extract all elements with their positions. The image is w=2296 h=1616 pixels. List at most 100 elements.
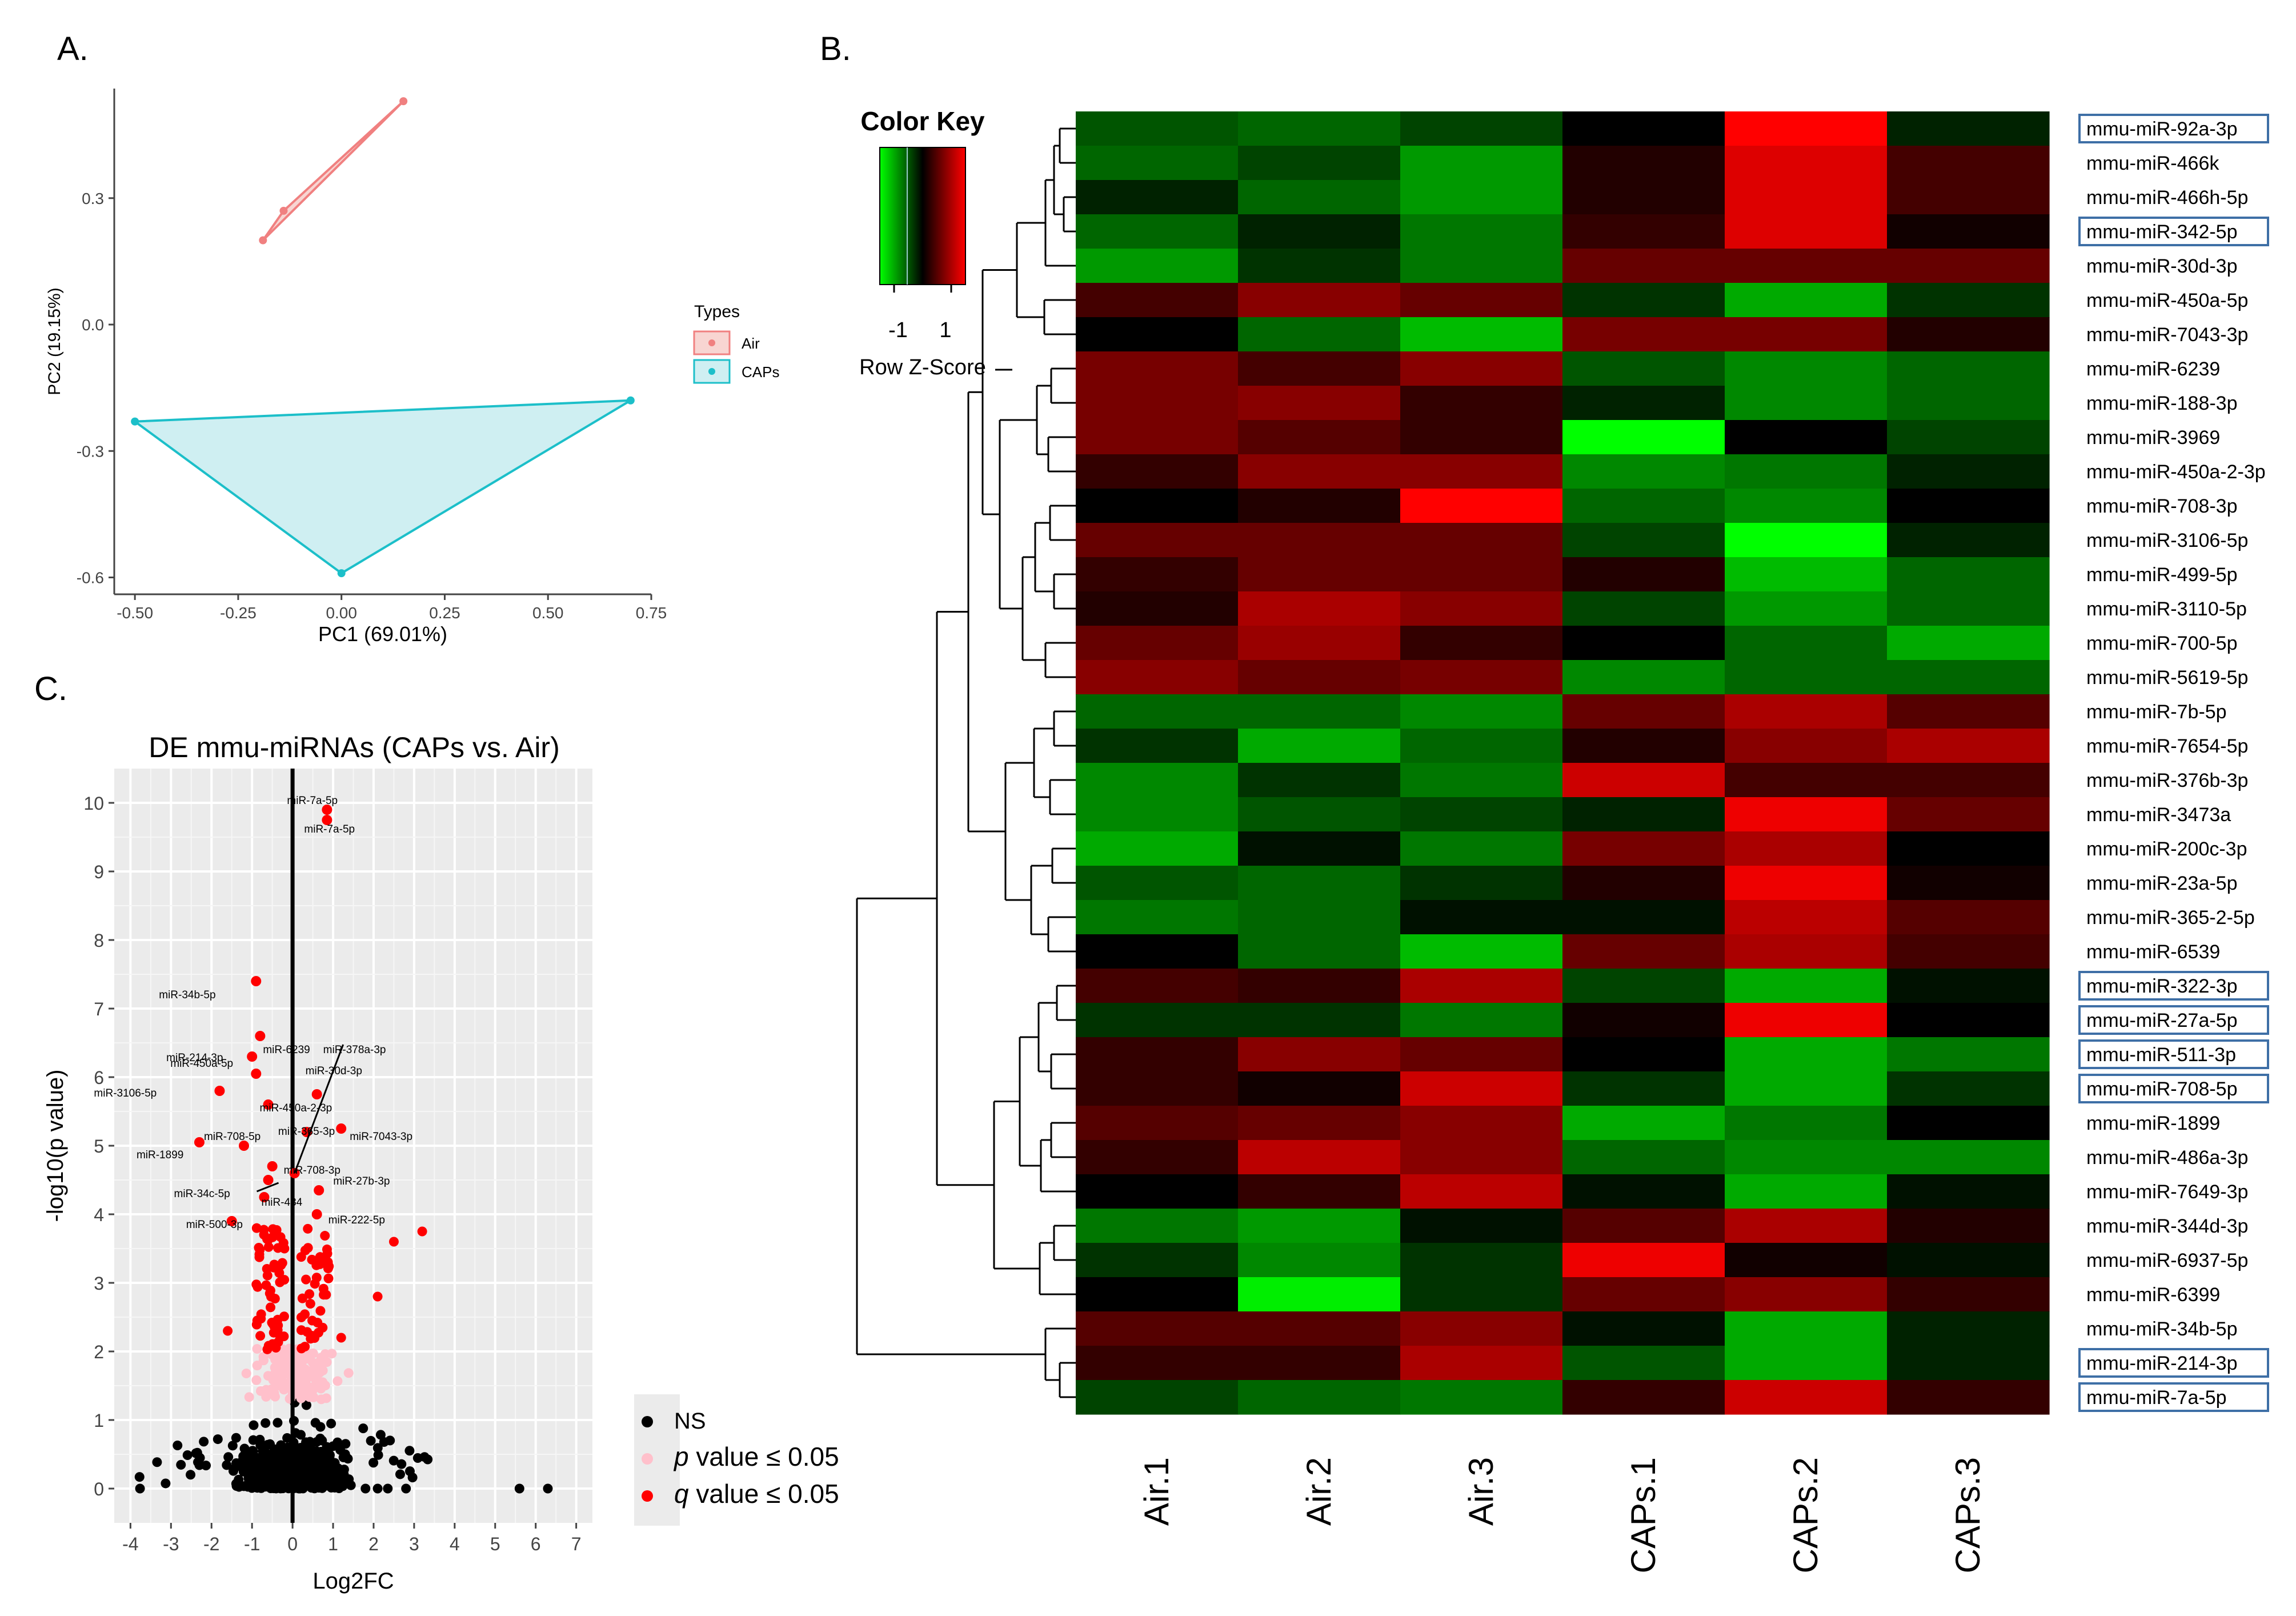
heatmap-cell	[1887, 1209, 2050, 1243]
pca-x-tick-label: 0.75	[636, 604, 667, 622]
heatmap-cell	[1238, 454, 1401, 489]
pca-legend-label: CAPs	[742, 363, 779, 381]
heatmap-cell	[1400, 386, 1563, 421]
heatmap-cell	[1076, 1311, 1239, 1346]
volcano-x-tick-label: -1	[244, 1534, 260, 1554]
volcano-point-ns	[395, 1469, 405, 1479]
heatmap-cell	[1887, 351, 2050, 386]
heatmap-cell	[1400, 249, 1563, 283]
heatmap-column-label: CAPs.1	[1624, 1457, 1662, 1573]
heatmap-cell	[1076, 146, 1239, 181]
heatmap-cell	[1725, 591, 1888, 626]
heatmap-row-label: mmu-miR-6399	[2086, 1284, 2220, 1306]
heatmap-cell	[1725, 283, 1888, 318]
volcano-point-ns	[261, 1418, 271, 1428]
heatmap-cell	[1887, 1106, 2050, 1141]
volcano-point-label: miR-708-3p	[284, 1165, 340, 1177]
volcano-point-labeled	[194, 1137, 205, 1147]
legend-q-italic: q	[674, 1479, 689, 1509]
heatmap-row-label: mmu-miR-3969	[2086, 427, 2220, 449]
volcano-point-label: miR-500-3p	[186, 1219, 243, 1231]
heatmap-cell	[1238, 557, 1401, 592]
volcano-point-p	[252, 1344, 262, 1354]
heatmap-cell	[1887, 694, 2050, 729]
volcano-point-labeled	[259, 1192, 270, 1202]
color-key-bar	[879, 147, 966, 285]
volcano-point-label: miR-7043-3p	[350, 1131, 412, 1143]
heatmap-cell	[1076, 317, 1239, 352]
heatmap-cell	[1400, 351, 1563, 386]
heatmap-cell	[1238, 1346, 1401, 1381]
heatmap-cell	[1562, 660, 1725, 695]
pca-x-tick-label: 0.25	[429, 604, 460, 622]
heatmap-cell	[1076, 660, 1239, 695]
volcano-point-p	[278, 1382, 288, 1393]
pca-point-caps	[626, 396, 635, 405]
volcano-point-p	[252, 1361, 262, 1371]
volcano-y-tick-label: 3	[94, 1273, 104, 1294]
volcano-point-q	[372, 1291, 383, 1302]
volcano-point-ns	[419, 1452, 430, 1462]
volcano-y-tick-label: 6	[94, 1067, 104, 1088]
volcano-point-ns	[134, 1472, 145, 1482]
volcano-point-ns	[213, 1434, 223, 1445]
heatmap-cell	[1400, 729, 1563, 763]
heatmap-row-label: mmu-miR-322-3p	[2086, 975, 2238, 997]
heatmap-cell	[1400, 1003, 1563, 1038]
volcano-point-ns	[234, 1474, 244, 1485]
volcano-point-ns	[300, 1462, 311, 1472]
volcano-point-label: miR-27b-3p	[333, 1175, 390, 1187]
heatmap-row-label: mmu-miR-486a-3p	[2086, 1147, 2248, 1169]
heatmap-row-label: mmu-miR-3110-5p	[2086, 598, 2247, 620]
volcano-title: DE mmu-miRNAs (CAPs vs. Air)	[149, 731, 559, 763]
heatmap-cell	[1238, 763, 1401, 798]
heatmap-cell	[1725, 454, 1888, 489]
volcano-point-label: miR-3106-5p	[94, 1087, 157, 1099]
volcano-x-tick-label: 7	[571, 1534, 582, 1554]
volcano-point-ns	[161, 1478, 171, 1489]
heatmap-cell	[1887, 1174, 2050, 1209]
volcano-point-q	[323, 1273, 334, 1283]
heatmap-cell	[1562, 900, 1725, 935]
volcano-point-label: miR-7a-5p	[287, 795, 338, 807]
heatmap-cell	[1562, 831, 1725, 866]
heatmap-row-label: mmu-miR-5619-5p	[2086, 667, 2248, 689]
heatmap-cell	[1725, 146, 1888, 181]
heatmap-cell	[1400, 1346, 1563, 1381]
volcano-point-q	[303, 1223, 313, 1234]
heatmap-cell	[1562, 1003, 1725, 1038]
volcano-point-p	[327, 1349, 337, 1359]
volcano-point-ns	[273, 1418, 283, 1428]
volcano-point-ns	[296, 1430, 306, 1440]
volcano-label-leader	[256, 1182, 279, 1193]
heatmap-cell	[1400, 557, 1563, 592]
volcano-point-labeled	[336, 1123, 347, 1134]
heatmap-cell	[1076, 591, 1239, 626]
volcano-y-tick-label: 2	[94, 1342, 104, 1362]
heatmap-row-label: mmu-miR-92a-3p	[2086, 118, 2238, 140]
volcano-legend-p-label: p value ≤ 0.05	[673, 1442, 839, 1471]
color-key-title: Color Key	[860, 106, 985, 136]
color-key-tick-label: -1	[888, 318, 908, 342]
volcano-point-ns	[248, 1435, 258, 1445]
heatmap-row-label: mmu-miR-30d-3p	[2086, 255, 2238, 277]
heatmap-cell	[1562, 523, 1725, 558]
volcano-point-ns	[301, 1400, 311, 1410]
heatmap-cell	[1238, 180, 1401, 215]
volcano-point-ns	[304, 1479, 314, 1489]
heatmap-cell	[1238, 420, 1401, 455]
color-key-subtitle: Row Z-Score	[859, 355, 986, 379]
volcano-point-ns	[201, 1461, 211, 1471]
volcano-point-ns	[318, 1460, 328, 1470]
volcano-point-ns	[239, 1443, 250, 1454]
heatmap-cell	[1076, 1071, 1239, 1106]
heatmap-row-highlight-box	[2078, 217, 2269, 246]
volcano-point-p	[314, 1358, 324, 1368]
heatmap-cell	[1887, 797, 2050, 832]
heatmap-cell	[1887, 626, 2050, 661]
heatmap-row-label: mmu-miR-23a-5p	[2086, 873, 2238, 894]
volcano-point-q	[296, 1312, 306, 1322]
volcano-point-ns	[334, 1483, 344, 1494]
pca-x-tick-label: -0.50	[117, 604, 153, 622]
heatmap-cell	[1238, 969, 1401, 1003]
